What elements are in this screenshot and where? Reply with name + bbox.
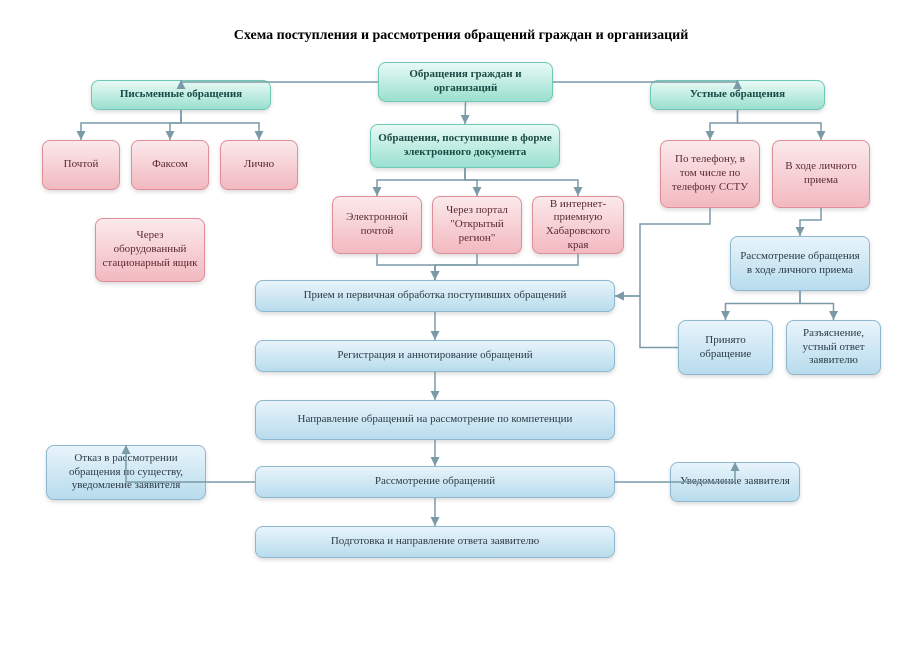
node-p4: Рассмотрение обращений [255,466,615,498]
node-root: Обращения граждан и организаций [378,62,553,102]
node-edoc: Обращения, поступившие в форме электронн… [370,124,560,168]
node-mail: Почтой [42,140,120,190]
node-p1: Прием и первичная обработка поступивших … [255,280,615,312]
node-p2: Регистрация и аннотирование обращений [255,340,615,372]
node-oral: Устные обращения [650,80,825,110]
node-review_visit: Рассмотрение обращения в ходе личного пр… [730,236,870,291]
node-refuse: Отказ в рассмотрении обращения по сущест… [46,445,206,500]
node-inet: В интернет-приемную Хабаровского края [532,196,624,254]
node-p5: Подготовка и направление ответа заявител… [255,526,615,558]
node-notify: Уведомление заявителя [670,462,800,502]
node-fax: Факсом [131,140,209,190]
node-person: Лично [220,140,298,190]
node-portal: Через портал "Открытый регион" [432,196,522,254]
node-explain: Разъяснение, устный ответ заявителю [786,320,881,375]
node-p3: Направление обращений на рассмотрение по… [255,400,615,440]
node-accepted: Принято обращение [678,320,773,375]
node-phone: По телефону, в том числе по телефону ССТ… [660,140,760,208]
node-visit: В ходе личного приема [772,140,870,208]
node-written: Письменные обращения [91,80,271,110]
node-box: Через оборудованный стационарный ящик [95,218,205,282]
diagram-title: Схема поступления и рассмотрения обращен… [0,28,922,44]
node-email: Электронной почтой [332,196,422,254]
